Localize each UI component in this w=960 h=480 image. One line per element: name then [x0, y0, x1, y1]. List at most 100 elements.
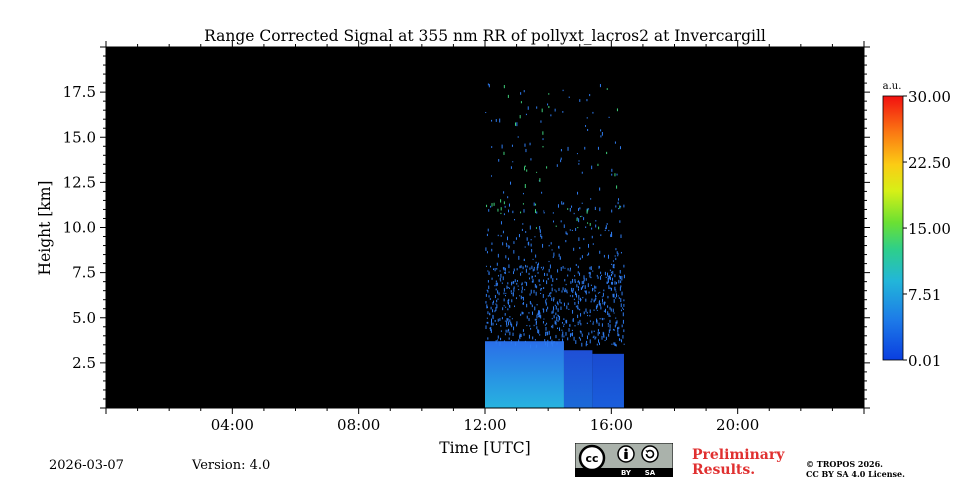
- signal-speck: [495, 288, 497, 291]
- signal-speck: [577, 307, 579, 310]
- signal-speck: [565, 231, 567, 235]
- signal-speck: [539, 225, 541, 230]
- signal-speck: [569, 333, 571, 338]
- signal-speck: [611, 343, 613, 345]
- signal-speck: [556, 278, 558, 281]
- cc-icon: [578, 444, 606, 472]
- signal-speck: [543, 210, 545, 212]
- signal-speck: [551, 311, 553, 314]
- signal-speck: [609, 275, 611, 279]
- signal-speck: [508, 209, 510, 213]
- signal-speck: [536, 285, 538, 289]
- cc-license-badge: cc BY SA: [575, 443, 673, 477]
- signal-speck: [616, 251, 618, 254]
- signal-speck: [607, 295, 609, 299]
- signal-speck: [491, 203, 493, 207]
- signal-speck: [505, 295, 507, 297]
- signal-speck: [492, 309, 494, 313]
- signal-speck: [615, 205, 617, 208]
- signal-speck: [599, 207, 601, 212]
- signal-speck: [604, 301, 606, 304]
- signal-speck: [512, 332, 514, 337]
- colorbar-tick-label: 0.01: [908, 352, 941, 370]
- signal-speck: [543, 318, 545, 320]
- signal-speck: [612, 277, 614, 281]
- signal-speck: [605, 227, 607, 230]
- signal-speck: [542, 321, 544, 324]
- signal-speck: [600, 306, 602, 310]
- signal-speck: [521, 228, 523, 231]
- signal-speck: [508, 328, 510, 331]
- signal-speck: [513, 250, 515, 254]
- signal-speck: [553, 298, 555, 302]
- signal-speck: [528, 334, 530, 339]
- signal-speck: [547, 339, 549, 344]
- signal-speck: [600, 234, 602, 237]
- signal-speck: [507, 300, 509, 304]
- signal-speck: [579, 308, 581, 311]
- signal-speck: [515, 237, 517, 240]
- signal-speck: [556, 316, 558, 318]
- signal-speck: [562, 331, 564, 336]
- signal-speck: [605, 225, 607, 230]
- signal-speck: [497, 290, 499, 294]
- signal-speck: [615, 297, 617, 299]
- signal-speck: [511, 144, 513, 147]
- signal-speck: [622, 312, 624, 317]
- signal-speck: [545, 299, 547, 304]
- signal-speck: [597, 329, 599, 332]
- signal-speck: [592, 287, 594, 292]
- signal-speck: [587, 243, 589, 248]
- signal-speck: [613, 299, 615, 303]
- signal-speck: [577, 321, 579, 324]
- signal-speck: [607, 305, 609, 308]
- signal-speck: [530, 158, 532, 161]
- signal-speck: [554, 320, 556, 325]
- signal-speck: [533, 202, 535, 206]
- signal-speck: [593, 309, 595, 311]
- signal-speck: [595, 220, 597, 222]
- signal-speck: [536, 326, 538, 330]
- signal-speck: [592, 243, 594, 245]
- signal-speck: [558, 246, 560, 248]
- signal-speck: [589, 315, 591, 317]
- signal-speck: [508, 203, 510, 207]
- sa-label: SA: [645, 469, 656, 477]
- signal-speck: [622, 335, 624, 339]
- y-tick-label: 7.5: [72, 264, 96, 282]
- signal-speck: [490, 205, 492, 208]
- signal-speck: [612, 294, 614, 298]
- signal-speck: [570, 333, 572, 336]
- signal-speck: [618, 198, 620, 201]
- signal-speck: [522, 223, 524, 225]
- signal-speck: [500, 207, 502, 211]
- signal-speck: [589, 94, 591, 97]
- signal-speck: [542, 243, 544, 248]
- signal-speck: [513, 271, 515, 275]
- signal-speck: [487, 290, 489, 293]
- signal-speck: [501, 282, 503, 284]
- signal-speck: [571, 205, 573, 208]
- signal-speck: [604, 339, 606, 342]
- signal-speck: [549, 292, 551, 297]
- signal-speck: [487, 270, 489, 272]
- signal-speck: [608, 333, 610, 337]
- y-axis-label: Height [km]: [36, 181, 54, 276]
- signal-speck: [568, 96, 570, 98]
- signal-speck: [489, 298, 491, 300]
- signal-speck: [593, 330, 595, 333]
- signal-speck: [497, 339, 499, 341]
- signal-speck: [513, 241, 515, 244]
- signal-speck: [615, 248, 617, 251]
- signal-speck: [618, 279, 620, 284]
- signal-speck: [510, 321, 512, 326]
- signal-speck: [585, 309, 587, 311]
- signal-speck: [561, 201, 563, 205]
- signal-speck: [576, 218, 578, 222]
- signal-speck: [555, 312, 557, 316]
- signal-speck: [494, 285, 496, 287]
- colorbar: [882, 95, 904, 361]
- signal-speck: [506, 321, 508, 325]
- signal-speck: [579, 330, 581, 333]
- signal-speck: [491, 277, 493, 280]
